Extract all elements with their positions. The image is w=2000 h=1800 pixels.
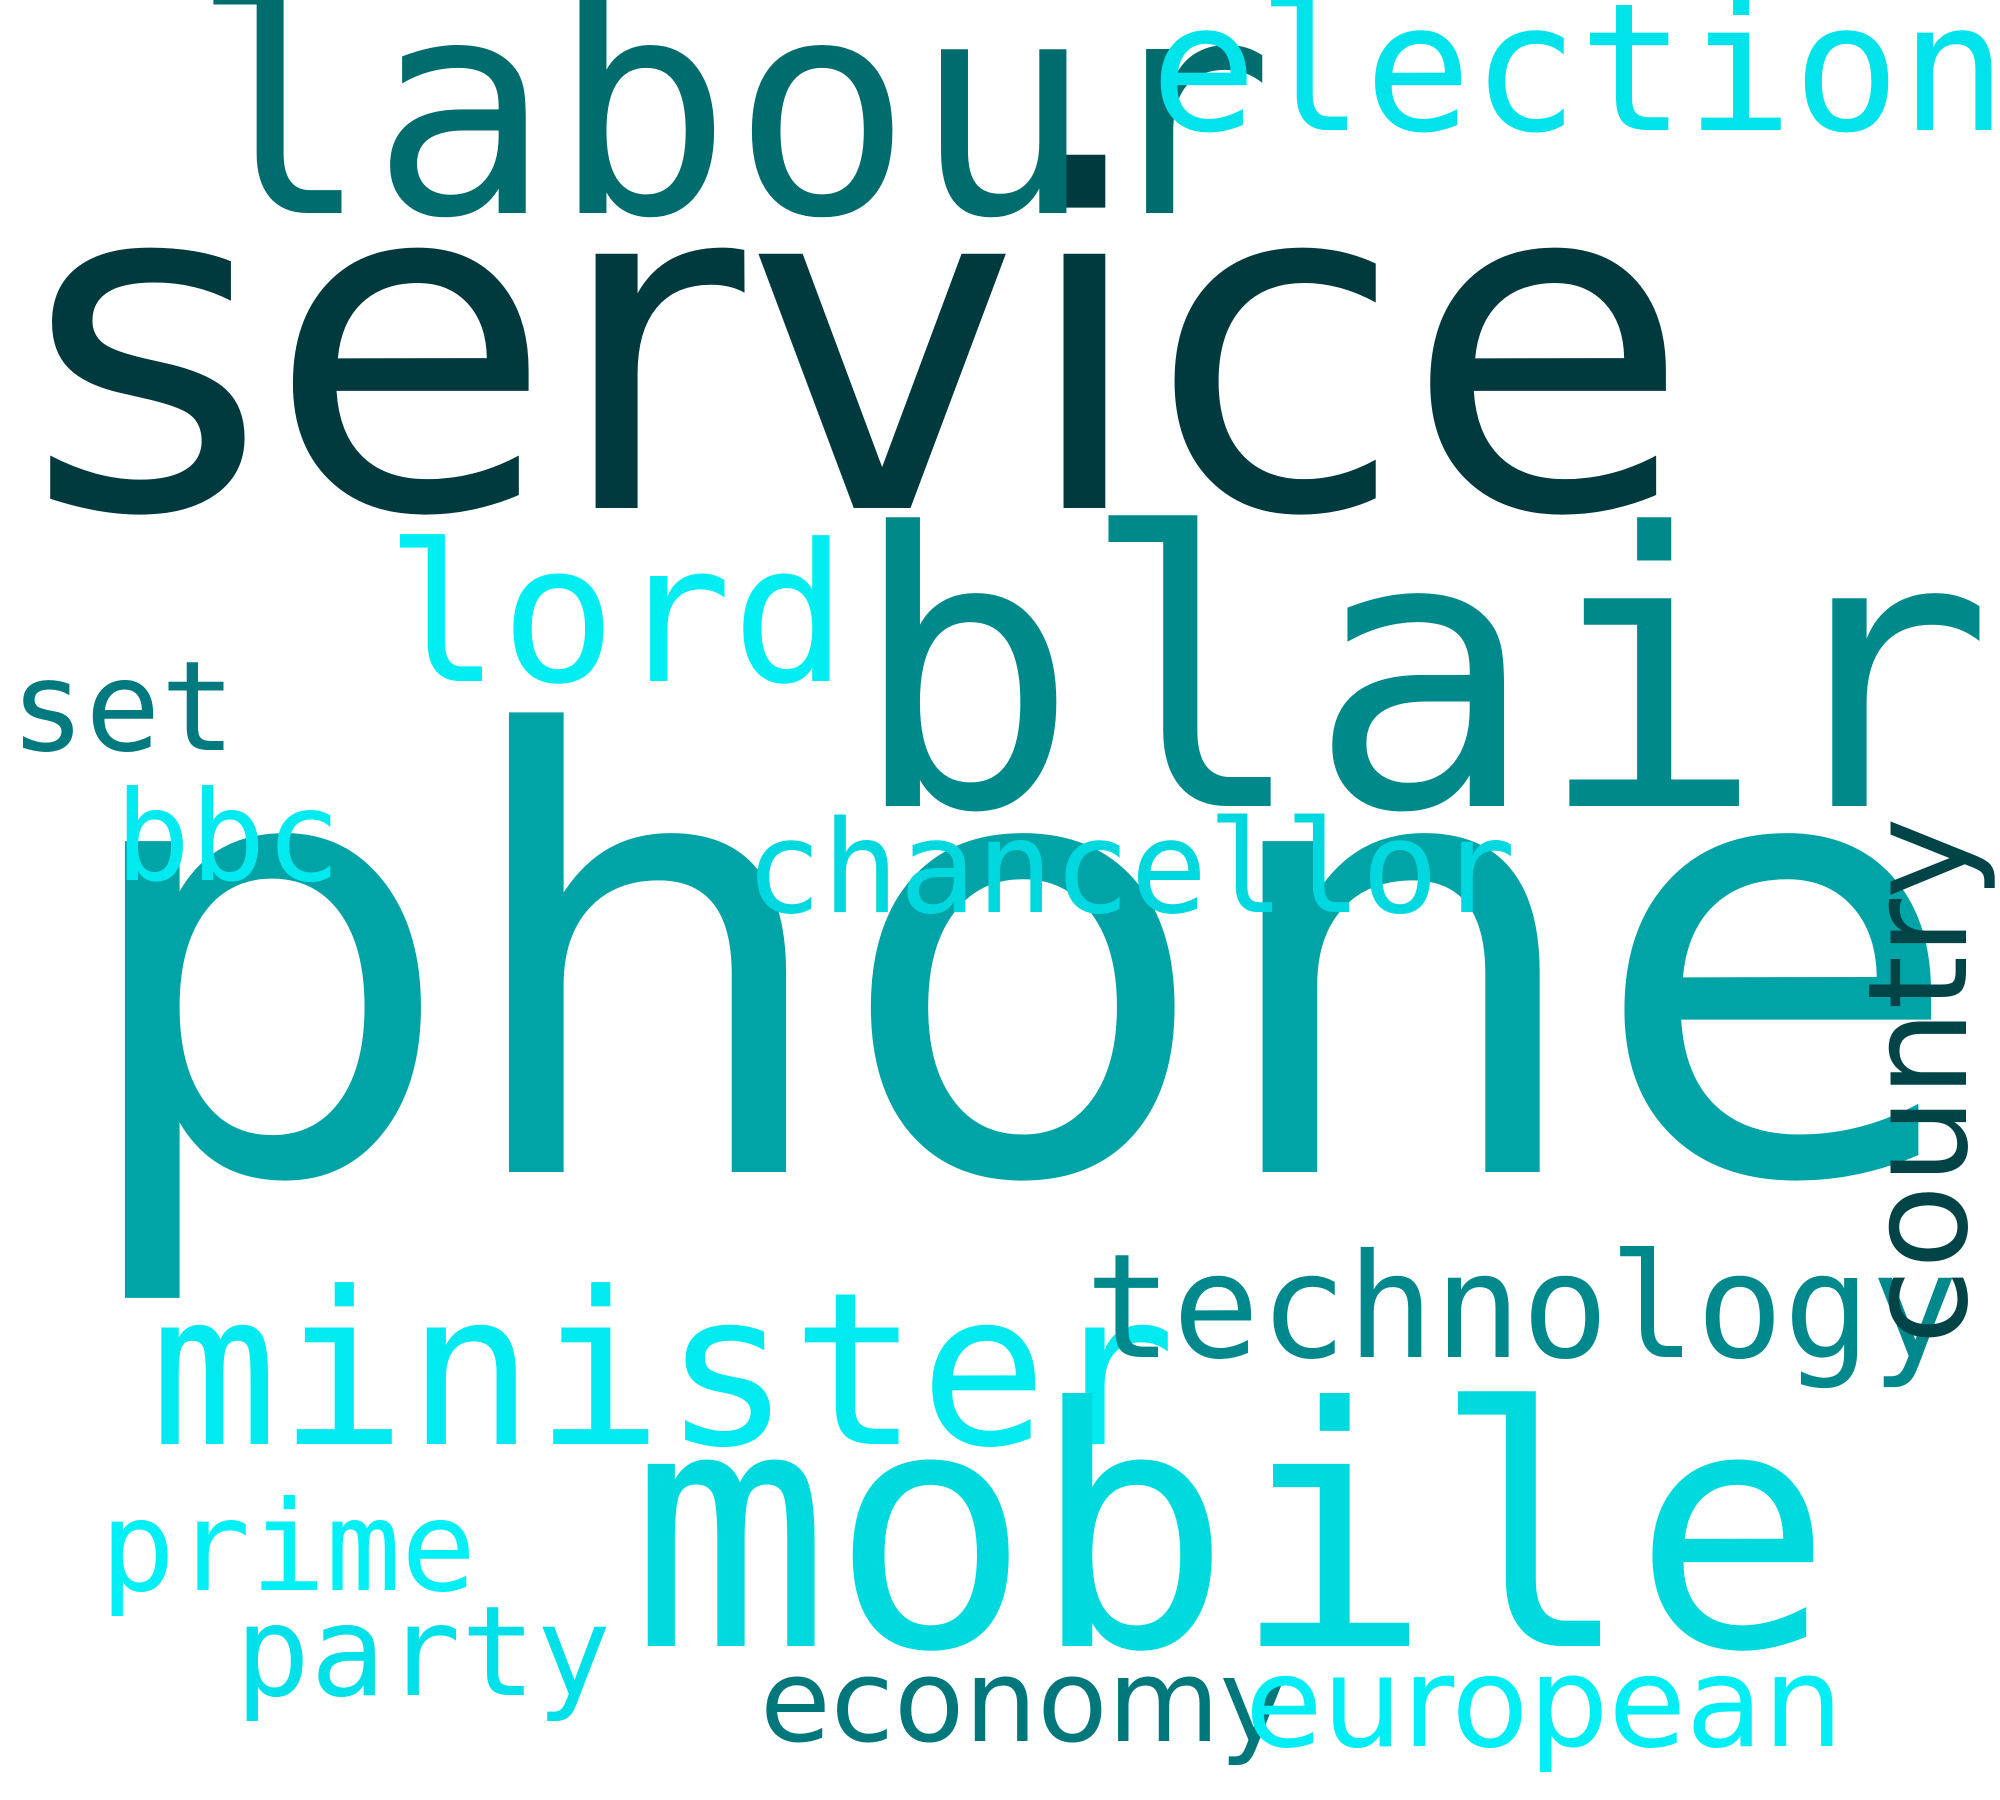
word-election: election (1150, 0, 2000, 172)
word-minister: minister (150, 1247, 1176, 1495)
word-labour: labour (190, 0, 1274, 284)
word-chancellor: chancellor (745, 794, 1516, 943)
word-party: party (235, 1580, 612, 1725)
word-country: country (1838, 817, 1999, 1345)
word-set: set (10, 635, 236, 780)
word-european: european (1245, 1629, 1844, 1776)
word-mobile: mobile (630, 1337, 1833, 1725)
word-blair: blair (850, 453, 1994, 896)
word-prime: prime (100, 1475, 477, 1620)
word-technology: technology (1085, 1223, 1958, 1392)
word-phone: phone (70, 610, 1964, 1315)
word-service: service (25, 76, 1691, 618)
word-bbc: bbc (115, 765, 341, 910)
word-economy: economy (760, 1635, 1288, 1769)
word-lord: lord (385, 504, 848, 727)
